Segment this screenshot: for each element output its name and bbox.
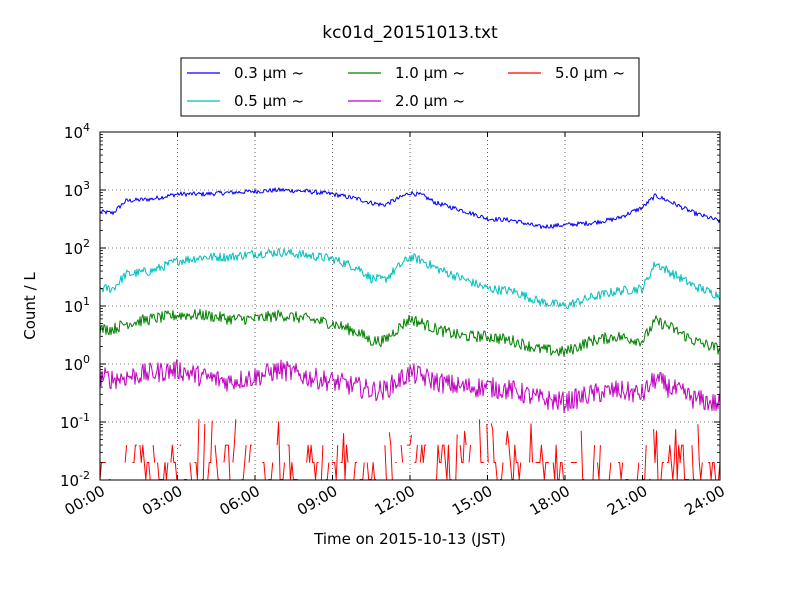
y-axis-label: Count / L: [21, 272, 39, 340]
x-axis-label: Time on 2015-10-13 (JST): [313, 530, 506, 548]
x-tick-label: 24:00: [682, 482, 728, 519]
series-line: [99, 359, 721, 413]
x-tick-label: 12:00: [372, 482, 418, 519]
legend: 0.3 μm ~ 0.5 μm ~ 1.0 μm ~ 2.0 μm ~ 5.0 μm ~: [180, 57, 640, 117]
chart-title: kc01d_20151013.txt: [322, 23, 498, 43]
y-tick-label: 100: [64, 353, 90, 374]
x-tick-label: 15:00: [449, 482, 495, 519]
series-line: [99, 187, 721, 230]
legend-label: 2.0 μm ~: [395, 92, 465, 110]
x-tick-label: 18:00: [527, 482, 573, 519]
y-tick-label: 104: [64, 121, 90, 142]
legend-label: 0.3 μm ~: [234, 64, 304, 82]
series-line: [99, 247, 721, 309]
legend-label: 5.0 μm ~: [555, 64, 625, 82]
y-axis: 10-2 10-1 100 101 102 103 104: [60, 121, 720, 490]
series-layer: [99, 187, 721, 480]
y-tick-label: 101: [64, 295, 90, 316]
y-tick-label: 10-1: [60, 411, 90, 432]
legend-box: [180, 57, 640, 117]
y-tick-label: 103: [64, 179, 90, 200]
x-tick-label: 09:00: [294, 482, 340, 519]
x-tick-label: 06:00: [217, 482, 263, 519]
x-tick-label: 03:00: [139, 482, 185, 519]
legend-label: 1.0 μm ~: [395, 64, 465, 82]
grid: [100, 132, 720, 480]
y-tick-label: 102: [64, 237, 90, 258]
y-tick-label: 10-2: [60, 469, 90, 490]
x-tick-label: 21:00: [604, 482, 650, 519]
series-line: [99, 308, 721, 357]
legend-label: 0.5 μm ~: [234, 92, 304, 110]
